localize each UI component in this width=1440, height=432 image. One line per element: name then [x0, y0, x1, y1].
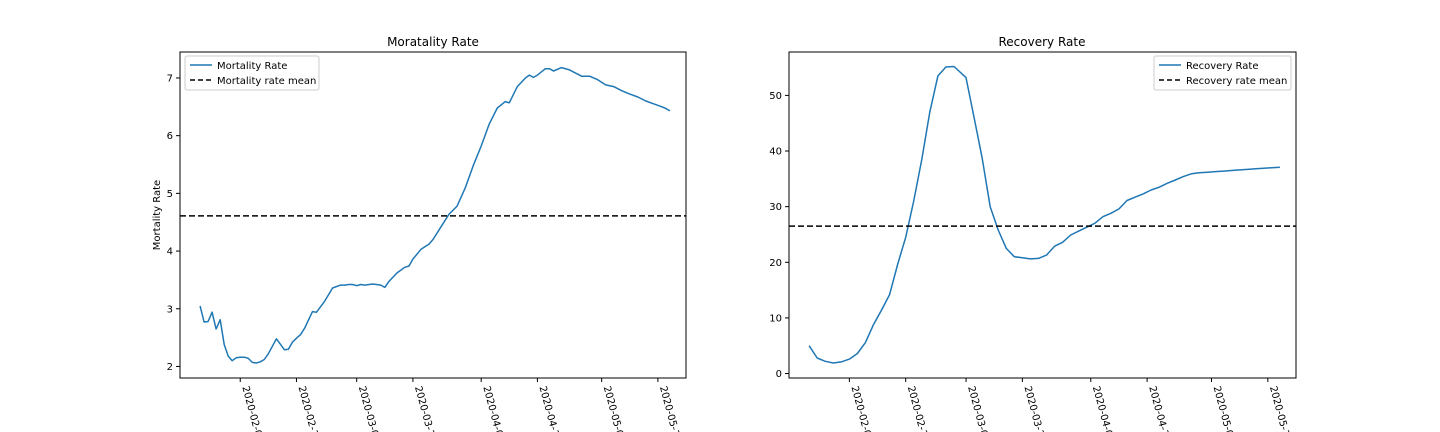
y-tick-label: 10 [769, 313, 782, 324]
chart-title: Moratality Rate [387, 35, 479, 49]
chart-title: Recovery Rate [999, 35, 1086, 49]
y-tick-label: 6 [167, 131, 173, 142]
x-tick-label: 2020-05-0 [601, 385, 625, 432]
y-tick-label: 50 [769, 91, 782, 102]
legend-entry-mortality-rate-mean: Mortality rate mean [217, 76, 316, 87]
legend-box [184, 55, 320, 91]
x-tick-label: 2020-02-1 [296, 385, 320, 432]
x-tick-label: 2020-03-1 [412, 385, 436, 432]
x-tick-label: 2020-04-0 [1090, 385, 1114, 432]
x-tick-label: 2020-02-0 [848, 385, 872, 432]
mortality-chart: Moratality Rate Mortality Rate 2 3 4 5 6 7 202… [152, 35, 687, 432]
legend: Recovery Rate Recovery rate mean [1153, 55, 1292, 91]
legend-entry-mortality-rate: Mortality Rate [217, 61, 287, 72]
y-tick-label: 5 [167, 189, 173, 200]
x-tick-label: 2020-04-0 [480, 385, 504, 432]
y-tick-label: 40 [769, 147, 782, 158]
plot-frame [179, 51, 687, 379]
legend: Mortality Rate Mortality rate mean [184, 55, 320, 91]
x-tick-label: 2020-03-0 [965, 385, 989, 432]
y-tick-label: 3 [167, 304, 173, 315]
plot-frame [788, 51, 1297, 379]
x-tick-label: 2020-05-1 [1267, 385, 1291, 432]
y-tick-label: 4 [167, 247, 173, 258]
recovery-chart: Recovery Rate 0 10 20 30 40 50 2020-02-0 2020-0… [769, 35, 1297, 432]
legend-entry-recovery-rate: Recovery Rate [1186, 61, 1258, 72]
x-tick-label: 2020-04-1 [537, 385, 561, 432]
x-tick-label: 2020-05-0 [1211, 385, 1235, 432]
series-line [808, 65, 1280, 364]
x-tick-label: 2020-03-1 [1021, 385, 1045, 432]
y-tick-label: 20 [769, 258, 782, 269]
x-tick-label: 2020-03-0 [356, 385, 380, 432]
x-tick-label: 2020-02-0 [239, 385, 263, 432]
y-tick-label: 0 [776, 369, 782, 380]
legend-entry-recovery-rate-mean: Recovery rate mean [1186, 76, 1287, 87]
x-tick-label: 2020-05-1 [657, 385, 681, 432]
series-line [199, 66, 671, 364]
x-tick-label: 2020-02-1 [905, 385, 929, 432]
x-tick-label: 2020-04-1 [1146, 385, 1170, 432]
y-axis-label: Mortality Rate [152, 180, 163, 250]
y-tick-label: 7 [167, 73, 173, 84]
y-tick-label: 30 [769, 202, 782, 213]
y-tick-label: 2 [167, 362, 173, 373]
legend-box [1153, 55, 1292, 91]
